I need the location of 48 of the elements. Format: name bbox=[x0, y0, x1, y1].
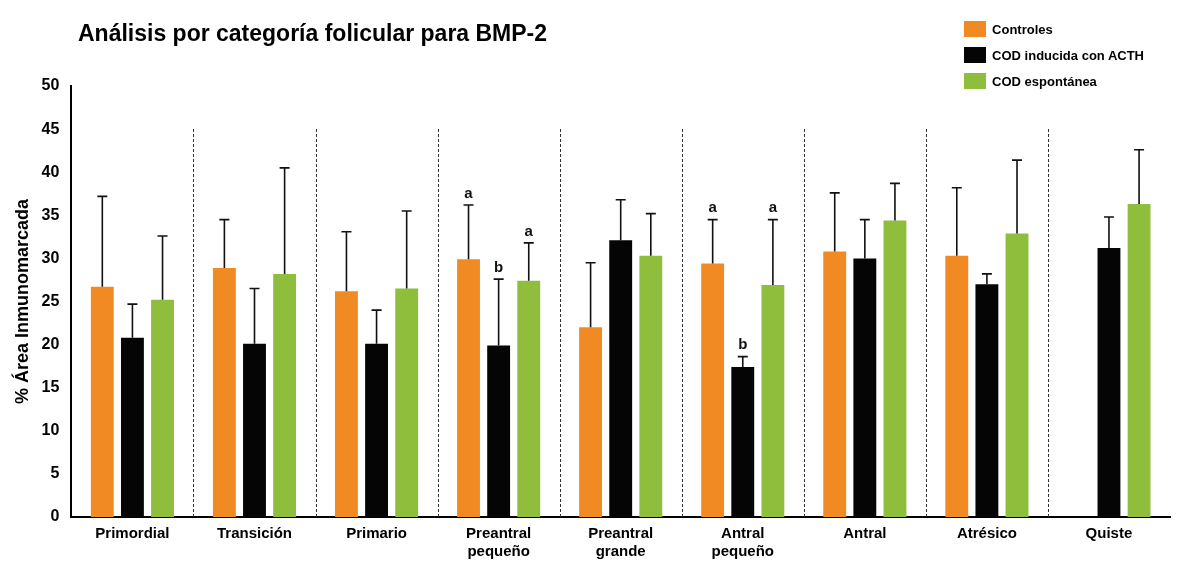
bar bbox=[1127, 204, 1151, 517]
bar bbox=[639, 255, 663, 517]
y-axis-title: % Área Inmunomarcada bbox=[10, 197, 32, 405]
bar bbox=[1005, 233, 1029, 517]
bar bbox=[883, 220, 907, 517]
x-tick-label: Quiste bbox=[1085, 524, 1133, 542]
bar bbox=[335, 291, 358, 517]
y-tick-label: 30 bbox=[41, 248, 60, 266]
annotation: a bbox=[524, 221, 534, 239]
bar bbox=[151, 299, 174, 517]
annotation: b bbox=[738, 335, 748, 353]
x-tick-label: Preantral pequeño bbox=[466, 524, 532, 560]
bar bbox=[701, 263, 725, 517]
bar bbox=[90, 286, 114, 517]
y-tick-label: 20 bbox=[41, 335, 60, 353]
annotation: b bbox=[494, 257, 504, 275]
y-tick-label: 0 bbox=[50, 507, 60, 525]
x-tick-label: Preantral grande bbox=[588, 524, 654, 560]
x-tick-label: Transición bbox=[216, 524, 293, 542]
y-tick-label: 25 bbox=[41, 291, 60, 309]
bar bbox=[212, 267, 236, 517]
legend-label: COD espontánea bbox=[992, 73, 1097, 89]
bar bbox=[517, 280, 541, 517]
bar bbox=[945, 255, 969, 517]
x-tick-label: Atrésico bbox=[956, 524, 1017, 542]
bar bbox=[579, 327, 603, 517]
y-tick-label: 50 bbox=[41, 76, 60, 94]
x-tick-label: Primario bbox=[346, 524, 407, 542]
bar bbox=[761, 285, 785, 517]
annotation: a bbox=[464, 183, 474, 201]
x-tick-label: Antral pequeño bbox=[711, 524, 775, 560]
y-tick-label: 35 bbox=[41, 205, 60, 223]
annotation: a bbox=[768, 198, 778, 216]
y-tick-label: 40 bbox=[41, 162, 60, 180]
y-tick-label: 15 bbox=[41, 378, 60, 396]
bar bbox=[823, 251, 847, 517]
bar bbox=[395, 288, 419, 517]
y-tick-label: 10 bbox=[41, 421, 60, 439]
legend-label: COD inducida con ACTH bbox=[992, 47, 1144, 63]
annotation: a bbox=[708, 198, 718, 216]
chart-title: Análisis por categoría folicular para BMP-2 bbox=[78, 20, 548, 47]
y-tick-label: 45 bbox=[41, 119, 60, 137]
y-tick-label: 5 bbox=[50, 464, 60, 482]
bar bbox=[273, 273, 297, 517]
legend-label: Controles bbox=[992, 21, 1053, 37]
bar bbox=[457, 259, 480, 517]
x-tick-label: Antral bbox=[843, 524, 887, 542]
x-tick-label: Primordial bbox=[95, 524, 170, 542]
